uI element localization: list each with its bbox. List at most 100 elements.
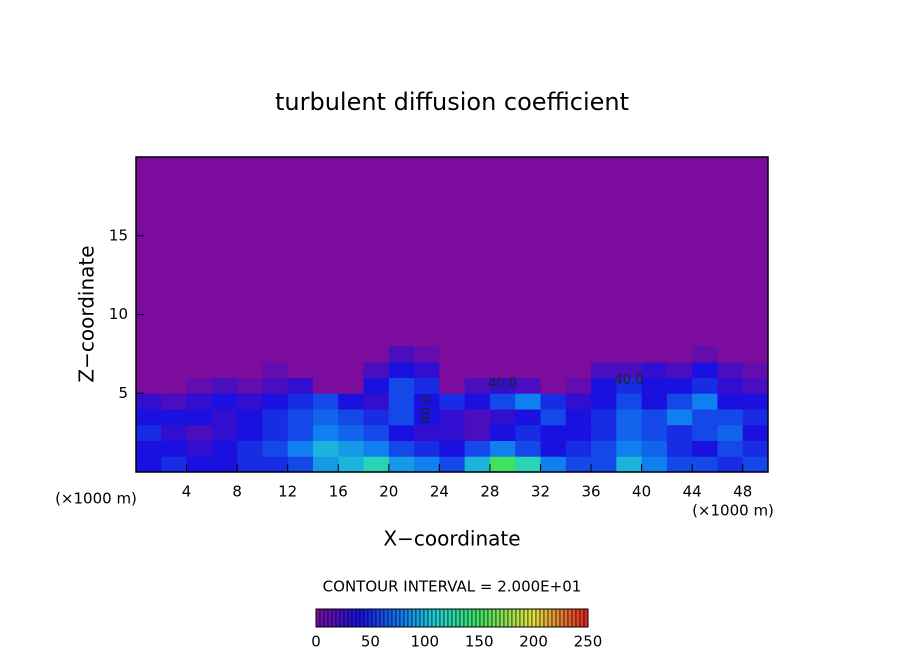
heat-cell xyxy=(439,393,466,410)
heat-cell xyxy=(616,377,643,394)
heat-cell xyxy=(262,377,289,394)
x-tick-label: 24 xyxy=(430,483,449,501)
heat-cell xyxy=(211,377,238,394)
heat-cell xyxy=(742,346,769,363)
heat-cell xyxy=(489,456,516,473)
colorbar-swatch xyxy=(447,608,453,628)
colorbar-swatch xyxy=(323,608,329,628)
heat-cell xyxy=(136,361,162,378)
heat-cell xyxy=(717,409,744,426)
colorbar-swatch xyxy=(407,608,413,628)
heat-cell xyxy=(489,393,516,410)
colorbar-swatch xyxy=(519,608,525,628)
heat-cell xyxy=(666,361,693,378)
heat-cell xyxy=(641,409,668,426)
heat-cell xyxy=(262,440,289,457)
heat-cell xyxy=(515,440,541,457)
colorbar-swatch xyxy=(419,608,425,628)
heat-cell xyxy=(742,361,769,378)
heat-cell xyxy=(439,361,466,378)
heat-cell xyxy=(692,346,718,363)
colorbar-swatch xyxy=(555,608,561,628)
heat-cell xyxy=(287,456,314,473)
heat-cell xyxy=(515,393,541,410)
colorbar-tick-label: 250 xyxy=(574,633,603,651)
x-tick-label: 16 xyxy=(329,483,348,501)
heat-cell xyxy=(717,456,744,473)
heat-cell xyxy=(666,409,693,426)
heat-cell xyxy=(237,456,263,473)
heat-cell xyxy=(464,456,491,473)
colorbar-swatch xyxy=(487,608,493,628)
heat-cell xyxy=(363,424,390,441)
heat-cell xyxy=(312,377,339,394)
colorbar-swatch xyxy=(503,608,509,628)
x-axis-label: X−coordinate xyxy=(383,527,520,551)
x-tick-label: 44 xyxy=(683,483,702,501)
heat-cell xyxy=(338,440,365,457)
colorbar-swatch xyxy=(535,608,541,628)
x-tick-label: 20 xyxy=(379,483,398,501)
heat-cell xyxy=(565,424,592,441)
heat-cell xyxy=(338,346,365,363)
colorbar-swatch xyxy=(511,608,517,628)
heat-cell xyxy=(136,424,162,441)
heat-cell xyxy=(666,456,693,473)
heat-cell xyxy=(515,346,541,363)
heat-cell xyxy=(363,377,390,394)
heat-cell xyxy=(464,346,491,363)
heat-cell xyxy=(439,456,466,473)
heat-cell xyxy=(414,377,440,394)
x-unit: (×1000 m) xyxy=(692,502,774,520)
colorbar-tick-label: 200 xyxy=(519,633,548,651)
heat-cell xyxy=(363,440,390,457)
x-tick-label: 28 xyxy=(480,483,499,501)
colorbar-swatch xyxy=(363,608,369,628)
colorbar-swatch xyxy=(431,608,437,628)
colorbar-swatch xyxy=(455,608,461,628)
y-tick-label: 15 xyxy=(109,226,128,244)
heat-cell xyxy=(161,456,188,473)
heat-cell xyxy=(641,424,668,441)
heat-cell xyxy=(363,456,390,473)
heat-cell xyxy=(489,424,516,441)
heat-cell xyxy=(262,393,289,410)
colorbar-swatch xyxy=(387,608,393,628)
colorbar-swatch xyxy=(423,608,429,628)
heat-cell xyxy=(591,424,617,441)
x-tick-label: 12 xyxy=(278,483,297,501)
colorbar-swatch xyxy=(439,608,445,628)
heat-cell xyxy=(717,440,744,457)
heat-cell xyxy=(439,377,466,394)
heat-cell xyxy=(692,377,718,394)
heat-cell xyxy=(641,393,668,410)
heat-cell xyxy=(161,346,188,363)
heat-cell xyxy=(388,346,415,363)
colorbar-swatch xyxy=(399,608,405,628)
heat-cell xyxy=(312,361,339,378)
heat-cell xyxy=(464,361,491,378)
heat-cell xyxy=(186,424,213,441)
heat-cell xyxy=(136,377,162,394)
heat-cell xyxy=(742,377,769,394)
heat-cell xyxy=(186,409,213,426)
colorbar-swatch xyxy=(467,608,473,628)
colorbar-swatch xyxy=(383,608,389,628)
heat-cell xyxy=(464,393,491,410)
colorbar-swatch xyxy=(547,608,553,628)
heat-cell xyxy=(641,377,668,394)
y-tick-label: 10 xyxy=(109,305,128,323)
colorbar-swatch xyxy=(551,608,557,628)
heat-cell xyxy=(338,377,365,394)
heat-cell xyxy=(237,440,263,457)
heat-cell xyxy=(136,346,162,363)
heat-cell xyxy=(540,393,567,410)
heat-cell xyxy=(540,440,567,457)
colorbar-swatch xyxy=(483,608,489,628)
x-tick-label: 40 xyxy=(632,483,651,501)
heat-cell xyxy=(666,440,693,457)
heat-cell xyxy=(388,361,415,378)
heat-cell xyxy=(262,346,289,363)
heat-cell xyxy=(591,361,617,378)
colorbar-swatch xyxy=(371,608,377,628)
